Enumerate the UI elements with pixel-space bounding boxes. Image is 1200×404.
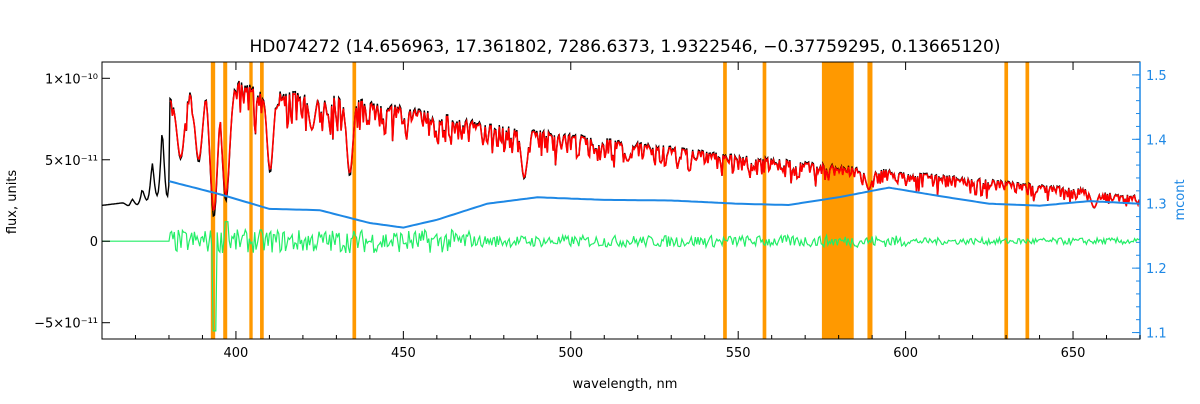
x-tick-label: 400 (224, 346, 249, 361)
mask-band (260, 62, 264, 339)
x-tick-label: 500 (558, 346, 583, 361)
mask-band (821, 62, 854, 339)
y-tick-label-right: 1.1 (1146, 327, 1167, 342)
y-axis-label-right: mcont (1173, 179, 1188, 220)
chart-title: HD074272 (14.656963, 17.361802, 7286.637… (250, 37, 1001, 57)
y-tick-label-left: 5×10⁻¹¹ (45, 154, 98, 169)
model-line (169, 80, 1140, 212)
y-axis-label-left: flux, units (5, 170, 20, 235)
mcont-curve (168, 180, 1141, 229)
y-tick-label-right: 1.2 (1146, 262, 1167, 277)
mask-band (1004, 62, 1009, 339)
mask-band (1025, 62, 1030, 339)
x-tick-label: 600 (893, 346, 918, 361)
y-tick-label-right: 1.3 (1146, 198, 1167, 213)
axes: 400 450 500 550 600 650 1×10⁻¹⁰ 5×10⁻¹¹ 0 −5×10⁻¹… (34, 61, 1167, 361)
mask-band (249, 62, 253, 339)
model-spectrum (169, 80, 1140, 212)
x-axis-label: wavelength, nm (573, 377, 678, 392)
y-tick-label-left: 1×10⁻¹⁰ (45, 72, 98, 87)
y-tick-label-right: 1.4 (1146, 133, 1167, 148)
mcont-line (168, 180, 1141, 229)
y-tick-label-left: 0 (90, 235, 98, 250)
mask-band (723, 62, 727, 339)
mask-band (223, 62, 228, 339)
mask-band (352, 62, 357, 339)
x-tick-label: 450 (391, 346, 416, 361)
mask-band (762, 62, 767, 339)
residual-line (102, 221, 1141, 332)
mask-band (867, 62, 873, 339)
x-tick-label: 650 (1061, 346, 1086, 361)
residual-spectrum (102, 221, 1141, 332)
y-tick-label-right: 1.5 (1146, 69, 1167, 84)
y-tick-label-left: −5×10⁻¹¹ (34, 317, 98, 332)
x-tick-label: 550 (726, 346, 751, 361)
